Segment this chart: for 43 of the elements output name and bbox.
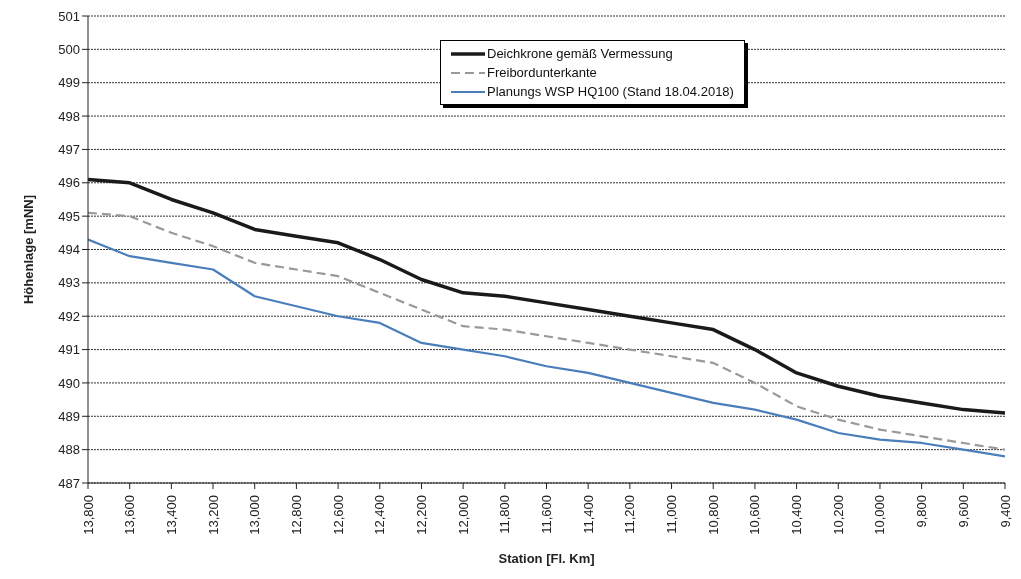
x-tick-label: 10,000 xyxy=(872,495,888,535)
x-tick-label: 13,000 xyxy=(247,495,263,535)
y-tick-label: 493 xyxy=(58,275,80,291)
y-tick-label: 491 xyxy=(58,342,80,358)
y-tick-label: 499 xyxy=(58,75,80,91)
y-tick-label: 496 xyxy=(58,175,80,191)
x-tick-label: 12,000 xyxy=(455,495,471,535)
x-tick-label: 11,600 xyxy=(539,495,554,534)
x-tick-label: 9,400 xyxy=(997,495,1013,528)
legend-label: Deichkrone gemäß Vermessung xyxy=(487,46,673,61)
x-axis-title: Station [Fl. Km] xyxy=(498,551,595,566)
x-tick-label: 10,800 xyxy=(705,495,721,535)
x-tick-label: 12,400 xyxy=(372,495,388,535)
x-tick-label: 11,800 xyxy=(497,495,513,534)
y-tick-label: 500 xyxy=(58,41,80,57)
y-tick-label: 498 xyxy=(58,108,80,124)
y-tick-label: 489 xyxy=(58,408,80,424)
y-tick-label: 494 xyxy=(58,242,80,258)
y-tick-label: 488 xyxy=(58,442,80,458)
legend-label: Freibordunterkante xyxy=(487,65,597,80)
x-tick-label: 10,600 xyxy=(747,495,763,535)
x-tick-label: 11,400 xyxy=(580,495,596,534)
y-tick-label: 497 xyxy=(58,142,80,158)
x-tick-label: 9,600 xyxy=(955,495,971,528)
x-tick-label: 9,800 xyxy=(914,495,930,528)
y-tick-label: 501 xyxy=(58,8,80,24)
x-tick-label: 11,200 xyxy=(622,495,638,534)
x-tick-label: 13,200 xyxy=(205,495,221,535)
x-tick-label: 10,200 xyxy=(830,495,846,535)
x-tick-label: 13,600 xyxy=(122,495,138,535)
x-tick-label: 13,800 xyxy=(80,495,96,535)
x-tick-label: 13,400 xyxy=(163,495,179,535)
x-tick-label: 12,200 xyxy=(413,495,429,535)
y-tick-label: 492 xyxy=(58,308,80,324)
legend-label: Planungs WSP HQ100 (Stand 18.04.2018) xyxy=(487,84,734,99)
y-tick-label: 487 xyxy=(58,475,80,491)
x-tick-label: 10,400 xyxy=(789,495,805,535)
y-tick-label: 490 xyxy=(58,375,80,391)
y-tick-label: 495 xyxy=(58,208,80,224)
y-axis-title: Höhenlage [mNN] xyxy=(20,194,36,305)
x-tick-label: 12,800 xyxy=(288,495,304,535)
x-tick-label: 12,600 xyxy=(330,495,346,535)
x-tick-label: 11,000 xyxy=(664,495,680,534)
